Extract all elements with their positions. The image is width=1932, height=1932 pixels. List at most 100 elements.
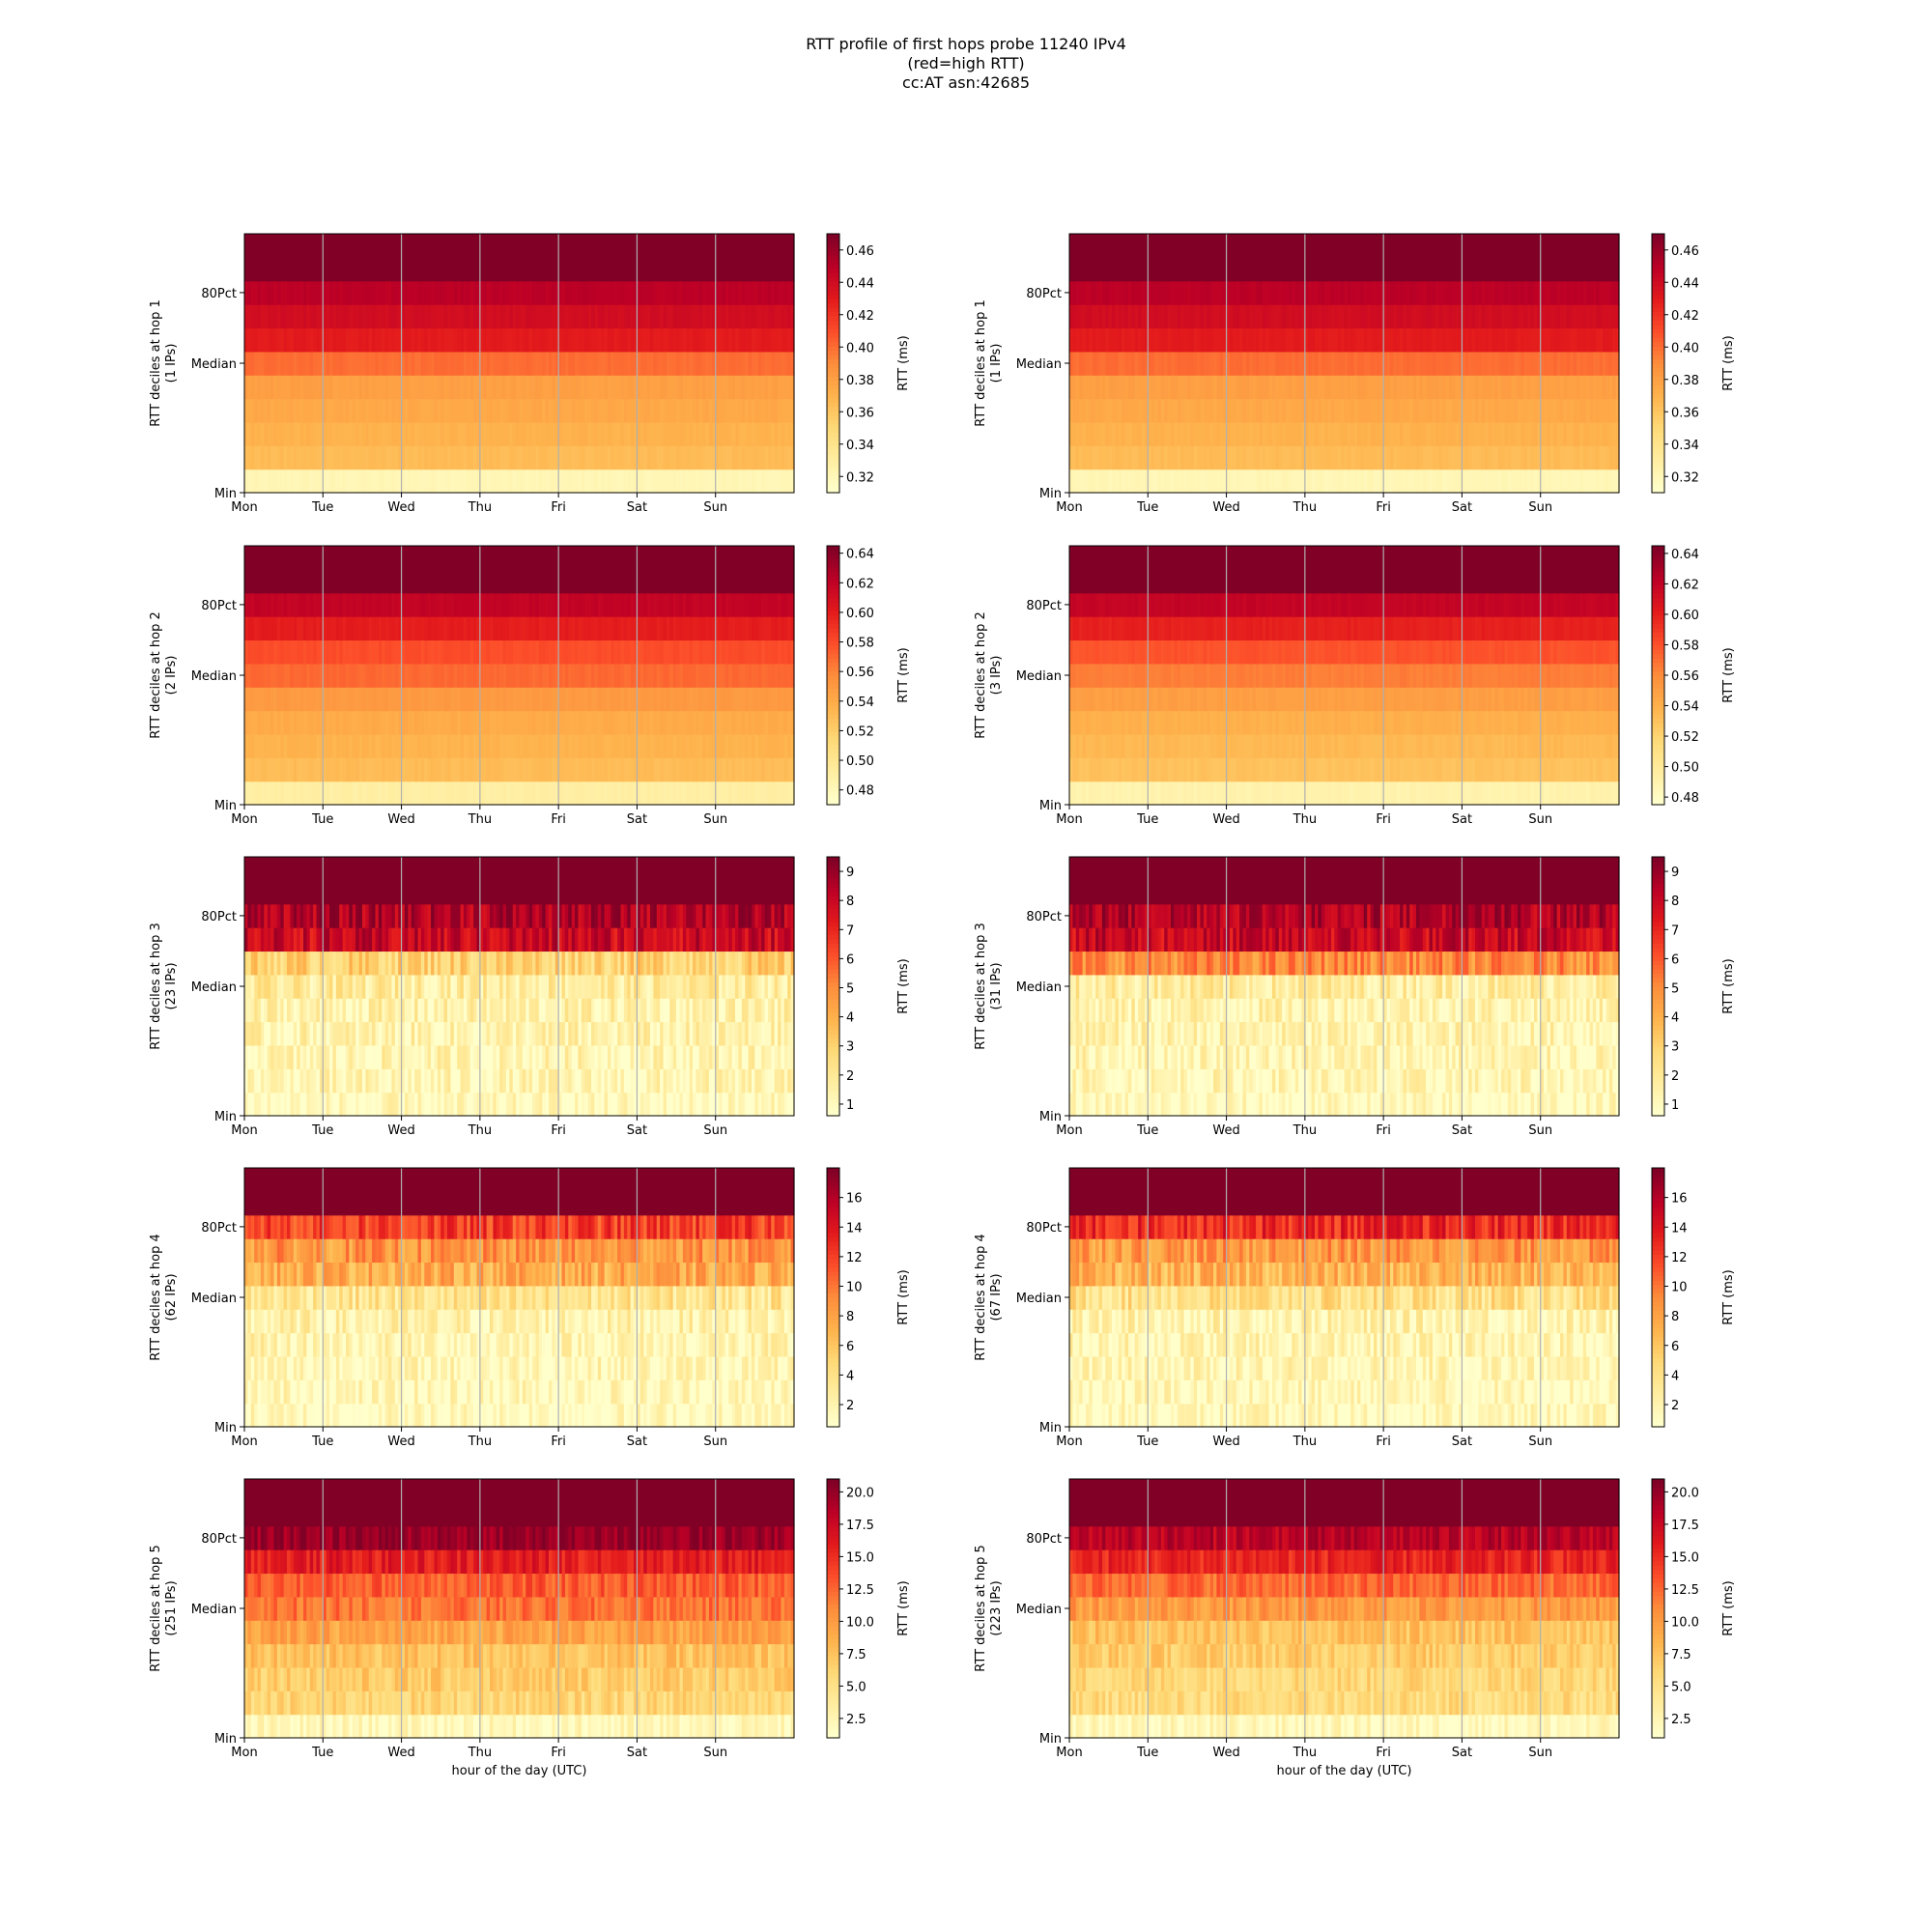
heatmap-cell (1504, 351, 1509, 376)
heatmap-cell (1301, 469, 1306, 494)
heatmap-cell (1491, 469, 1495, 494)
heatmap-cell (1547, 421, 1551, 446)
heatmap-cell (571, 469, 576, 494)
heatmap-cell (394, 351, 399, 376)
heatmap-cell (326, 421, 330, 446)
heatmap-cell (335, 234, 340, 258)
heatmap-cell (1082, 280, 1087, 305)
heatmap-cell (1079, 304, 1084, 329)
heatmap-cell (545, 327, 550, 353)
heatmap-cell (548, 733, 553, 758)
heatmap-cell (391, 469, 396, 494)
heatmap-cell (669, 375, 674, 400)
heatmap-cell (738, 757, 743, 782)
heatmap-cell (568, 304, 573, 329)
heatmap-cell (420, 421, 425, 446)
heatmap-cell (719, 781, 724, 806)
heatmap-cell (1148, 445, 1152, 470)
heatmap-cell (420, 733, 425, 758)
heatmap-cell (601, 469, 606, 494)
colorbar-segment (1652, 341, 1664, 347)
heatmap-cell (1377, 375, 1381, 400)
colorbar-segment (827, 358, 839, 364)
heatmap-cell (431, 398, 436, 423)
heatmap-cell (1549, 351, 1554, 376)
heatmap-cell (1406, 421, 1410, 446)
heatmap-cell (443, 398, 448, 423)
heatmap-cell (467, 375, 471, 400)
heatmap-cell (1357, 398, 1362, 423)
heatmap-cell (1608, 234, 1613, 258)
heatmap-cell (1144, 280, 1149, 305)
heatmap-cell (457, 351, 462, 376)
heatmap-cell (738, 781, 743, 806)
heatmap-cell (280, 398, 285, 423)
heatmap-cell (1560, 421, 1565, 446)
heatmap-cell (1396, 421, 1401, 446)
heatmap-cell (496, 280, 500, 305)
heatmap-cell (1193, 351, 1198, 376)
heatmap-cell (751, 257, 755, 282)
heatmap-cell (1337, 280, 1342, 305)
heatmap-cell (250, 351, 255, 376)
heatmap-cell (345, 327, 350, 353)
heatmap-cell (1485, 304, 1490, 329)
heatmap-cell (1350, 445, 1355, 470)
heatmap-cell (1082, 469, 1087, 494)
heatmap-cell (1474, 257, 1479, 282)
heatmap-cell (450, 280, 455, 305)
heatmap-cell (1154, 234, 1159, 258)
heatmap-cell (1174, 234, 1179, 258)
heatmap-cell (790, 304, 795, 329)
heatmap-cell (519, 304, 524, 329)
heatmap-cell (538, 757, 543, 782)
heatmap-cell (757, 398, 762, 423)
heatmap-cell (649, 398, 654, 423)
heatmap-cell (469, 304, 474, 329)
heatmap-cell (1560, 351, 1565, 376)
heatmap-cell (1596, 351, 1601, 376)
colorbar-segment (1652, 281, 1664, 287)
heatmap-cell (382, 421, 386, 446)
heatmap-cell (1154, 469, 1159, 494)
heatmap-cell (1288, 351, 1293, 376)
heatmap-cell (1579, 469, 1584, 494)
colorbar-label: RTT (ms) (1721, 335, 1736, 390)
heatmap-cell (620, 733, 625, 758)
heatmap-cell (287, 445, 292, 470)
heatmap-cell (708, 398, 713, 423)
heatmap-cell (535, 421, 540, 446)
heatmap-cell (509, 445, 514, 470)
heatmap-cell (735, 398, 740, 423)
heatmap-cell (404, 398, 409, 423)
heatmap-cell (620, 327, 625, 353)
heatmap-cell (411, 421, 415, 446)
heatmap-cell (1379, 257, 1384, 282)
heatmap-cell (1400, 304, 1405, 329)
heatmap-cell (568, 469, 573, 494)
heatmap-cell (653, 280, 658, 305)
heatmap-cell (1141, 375, 1146, 400)
heatmap-cell (1131, 375, 1136, 400)
heatmap-cell (1370, 234, 1375, 258)
heatmap-cell (1527, 469, 1532, 494)
heatmap-cell (604, 234, 609, 258)
heatmap-cell (1183, 257, 1188, 282)
heatmap-cell (1468, 280, 1473, 305)
heatmap-cell (446, 445, 451, 470)
heatmap-cell (512, 757, 517, 782)
heatmap-cell (1438, 257, 1443, 282)
heatmap-cell (1252, 327, 1257, 353)
heatmap-cell (1520, 327, 1525, 353)
heatmap-cell (757, 781, 762, 806)
heatmap-cell (257, 445, 262, 470)
heatmap-cell (368, 445, 373, 470)
heatmap-cell (1435, 375, 1440, 400)
heatmap-cell (1615, 327, 1620, 353)
heatmap-cell (597, 445, 602, 470)
heatmap-cell (754, 398, 759, 423)
heatmap-cell (250, 469, 255, 494)
heatmap-cell (434, 280, 439, 305)
heatmap-cell (505, 257, 510, 282)
heatmap-cell (1547, 304, 1551, 329)
